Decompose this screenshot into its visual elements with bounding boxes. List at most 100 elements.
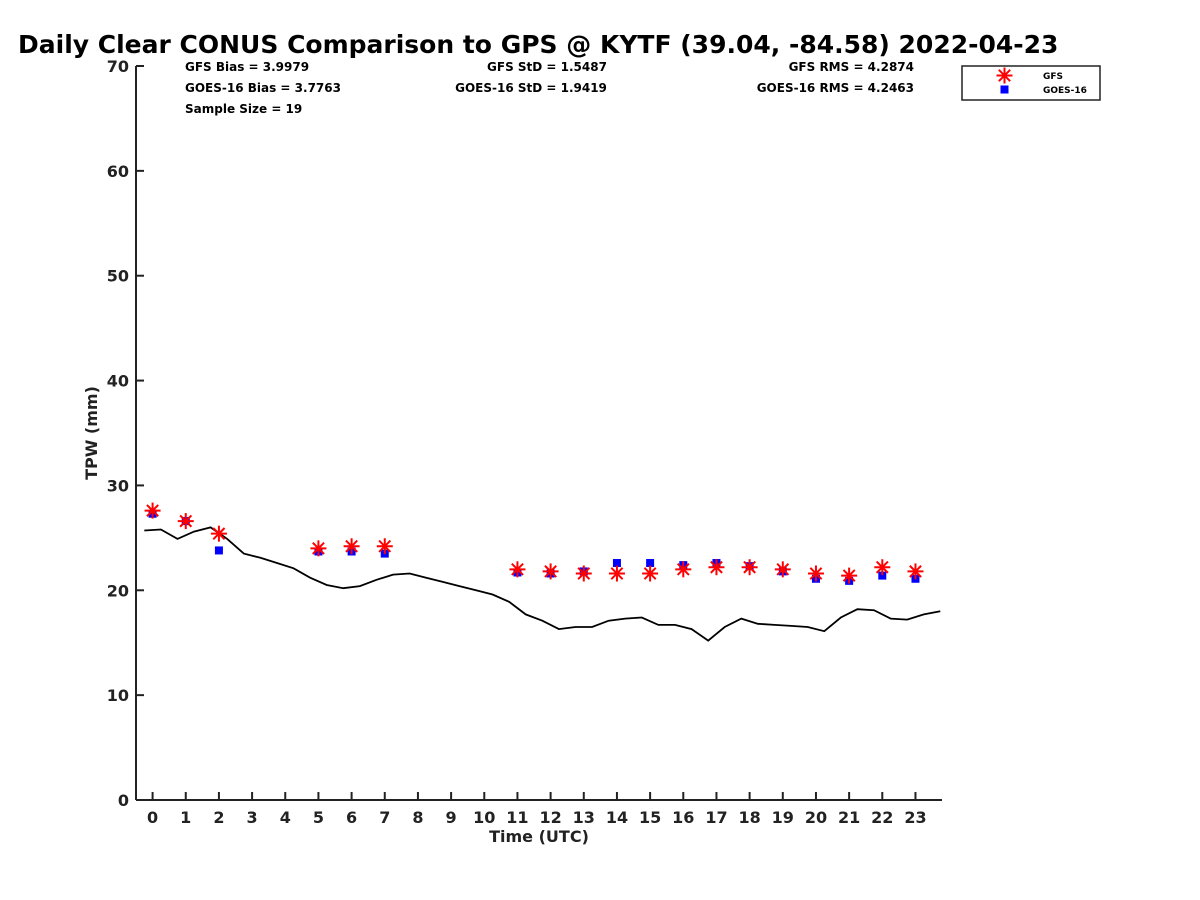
- x-ticks: 0 1 2 3 4 5 6 7 8 9 10 11 12 13 14 15 16 17 18 19 20 21 22 23: [147, 792, 927, 827]
- x-tick-label: 15: [639, 808, 661, 827]
- gfs-std-text: GFS StD = 1.5487: [487, 60, 607, 74]
- y-tick-label: 50: [107, 267, 129, 286]
- y-tick-label: 30: [107, 476, 129, 495]
- goes16-series: [148, 509, 920, 585]
- gfs-series: [144, 502, 924, 584]
- x-tick-label: 17: [705, 808, 727, 827]
- gfs-point-stroke: [312, 541, 325, 555]
- x-tick-label: 11: [506, 808, 528, 827]
- x-tick-label: 0: [147, 808, 158, 827]
- gfs-rms-text: GFS RMS = 4.2874: [789, 60, 914, 74]
- legend: GFS GOES-16: [961, 65, 1101, 101]
- axes: [135, 66, 942, 801]
- x-tick-label: 14: [606, 808, 628, 827]
- y-tick-label: 10: [107, 686, 129, 705]
- gfs-point: [343, 538, 360, 555]
- gfs-point-stroke: [378, 539, 392, 553]
- gfs-point-stroke: [875, 560, 889, 574]
- x-tick-label: 20: [805, 808, 827, 827]
- gfs-point: [376, 538, 393, 555]
- x-tick-label: 5: [313, 808, 324, 827]
- chart-title: Daily Clear CONUS Comparison to GPS @ KY…: [18, 30, 1059, 59]
- gfs-point: [874, 559, 891, 576]
- legend-box: [961, 65, 1101, 101]
- gfs-point: [310, 540, 327, 557]
- y-tick-label: 0: [118, 791, 129, 810]
- gfs-point-stroke: [743, 560, 756, 574]
- gfs-point: [675, 561, 692, 578]
- y-tick-label: 60: [107, 162, 129, 181]
- gfs-point: [210, 525, 227, 542]
- gfs-point: [509, 561, 526, 578]
- goes-std-text: GOES-16 StD = 1.9419: [455, 81, 607, 95]
- gfs-point-stroke: [842, 569, 856, 582]
- gfs-point: [575, 565, 592, 582]
- y-tick-label: 40: [107, 372, 129, 391]
- gfs-point: [542, 563, 559, 580]
- y-ticks: 0 10 20 30 40 50 60 70: [107, 57, 144, 810]
- x-tick-label: 7: [379, 808, 390, 827]
- gfs-point-stroke: [577, 567, 591, 580]
- y-tick-label: 20: [107, 581, 129, 600]
- x-tick-label: 18: [738, 808, 760, 827]
- y-tick-label: 70: [107, 57, 129, 76]
- x-tick-label: 19: [772, 808, 794, 827]
- gfs-point-stroke: [511, 562, 524, 576]
- gps-series: [144, 526, 941, 642]
- goes-rms-text: GOES-16 RMS = 4.2463: [757, 81, 914, 95]
- gfs-point-stroke: [676, 562, 690, 576]
- x-tick-label: 13: [573, 808, 595, 827]
- goes16-point: [214, 546, 223, 555]
- x-tick-label: 22: [871, 808, 893, 827]
- gfs-point-stroke: [610, 567, 624, 580]
- gfs-point-stroke: [776, 562, 790, 576]
- legend-gfs-asterisk: [996, 67, 1013, 84]
- x-tick-label: 1: [180, 808, 191, 827]
- gfs-point: [741, 559, 758, 576]
- gfs-point: [642, 565, 659, 582]
- goes16-point: [612, 559, 621, 568]
- gfs-point-stroke: [710, 560, 723, 574]
- x-tick-label: 8: [412, 808, 423, 827]
- x-tick-label: 3: [247, 808, 258, 827]
- gfs-point-stroke: [909, 565, 922, 578]
- gfs-point-stroke: [643, 567, 657, 580]
- gps-line: [144, 526, 941, 642]
- gfs-point-stroke: [179, 514, 193, 528]
- x-tick-label: 9: [446, 808, 457, 827]
- x-axis-label: Time (UTC): [489, 827, 589, 846]
- x-tick-label: 10: [473, 808, 495, 827]
- gfs-point: [177, 513, 194, 530]
- gfs-point: [841, 567, 858, 584]
- gfs-point-stroke: [544, 565, 557, 578]
- x-tick-label: 21: [838, 808, 860, 827]
- legend-gfs-marker: [996, 67, 1013, 84]
- gfs-point: [907, 563, 924, 580]
- stats-block: GFS Bias = 3.9979 GOES-16 Bias = 3.7763 …: [185, 60, 914, 116]
- gfs-point-stroke: [146, 504, 159, 517]
- y-axis-label: TPW (mm): [82, 386, 101, 480]
- gfs-point: [807, 565, 824, 582]
- legend-goes-label: GOES-16: [1043, 86, 1087, 96]
- x-tick-label: 4: [280, 808, 291, 827]
- gfs-point: [608, 565, 625, 582]
- x-tick-label: 23: [904, 808, 926, 827]
- gfs-bias-text: GFS Bias = 3.9979: [185, 60, 309, 74]
- goes-bias-text: GOES-16 Bias = 3.7763: [185, 81, 341, 95]
- x-tick-label: 2: [213, 808, 224, 827]
- legend-gfs-label: GFS: [1043, 72, 1063, 82]
- gfs-point: [774, 561, 791, 578]
- gfs-point-stroke: [212, 527, 226, 541]
- legend-gfs-asterisk-stroke: [998, 69, 1011, 82]
- gfs-point: [708, 559, 725, 576]
- sample-size-text: Sample Size = 19: [185, 102, 302, 116]
- legend-goes-marker: [1000, 85, 1009, 94]
- goes16-point: [646, 559, 655, 568]
- gfs-point: [144, 502, 161, 519]
- gfs-point-stroke: [809, 567, 823, 580]
- x-tick-label: 6: [346, 808, 357, 827]
- x-tick-label: 16: [672, 808, 694, 827]
- x-tick-label: 12: [539, 808, 561, 827]
- goes16-point: [878, 571, 887, 580]
